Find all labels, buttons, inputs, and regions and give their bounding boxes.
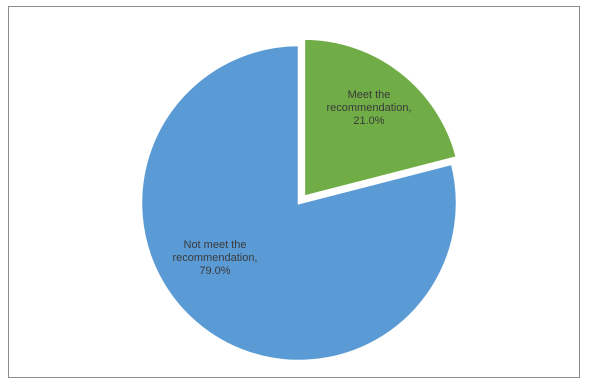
pie-labels: Meet the recommendation, 21.0%Not meet the… xyxy=(173,89,412,277)
pie-slice-label-line: recommendation, xyxy=(173,252,258,264)
pie-slice-label-line: 21.0% xyxy=(353,115,384,127)
pie-slice-label-line: recommendation, xyxy=(327,102,412,114)
chart-frame: Meet the recommendation, 21.0% Not meet the… xyxy=(8,6,580,378)
pie-slice-label-line: Not meet the xyxy=(184,239,247,251)
pie-slice-label-line: Meet the xyxy=(348,89,391,101)
pie-chart: Meet the recommendation, 21.0%Not meet the… xyxy=(139,37,459,363)
pie-slice-2 xyxy=(139,43,459,363)
pie-slice-1 xyxy=(302,37,459,199)
pie-slice-label-2: Not meet the recommendation, 79.0% xyxy=(173,239,258,277)
pie-slice-label-1: Meet the recommendation, 21.0% xyxy=(327,89,412,127)
pie-slice-label-line: 79.0% xyxy=(199,265,230,277)
pie-slices xyxy=(139,37,459,363)
